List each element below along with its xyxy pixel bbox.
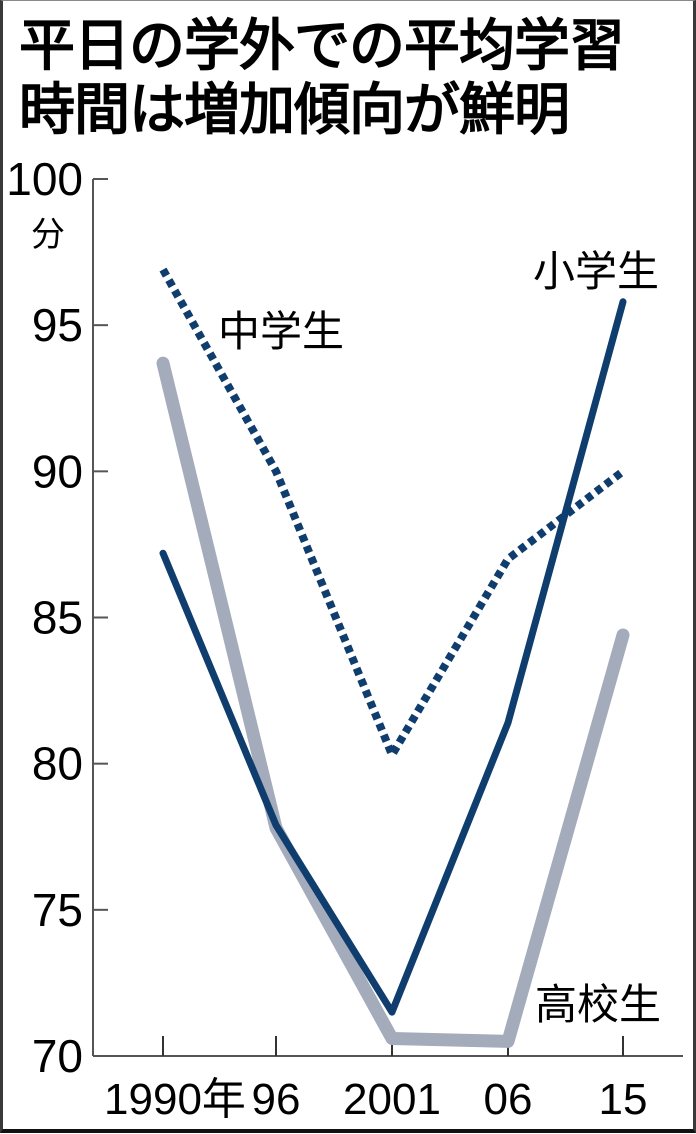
series-label-elementary: 小学生 [533,247,659,296]
y-tick-label: 95 [32,299,83,351]
y-tick-label: 80 [32,738,83,790]
chart-title: 平日の学外での平均学習 時間は増加傾向が鮮明 [19,14,625,143]
series-line-elementary [159,298,627,1016]
x-tick-label: 2001 [343,1075,441,1124]
x-tick-label: 1990年 [104,1075,246,1124]
title-line-2: 時間は増加傾向が鮮明 [19,78,570,143]
x-tick-label: 06 [484,1075,533,1124]
x-tick-label: 96 [252,1075,301,1124]
y-tick-label: 85 [32,592,83,644]
x-tick-label: 15 [599,1075,648,1124]
y-tick-label: 70 [32,1030,83,1082]
series-line-high-school [156,356,630,1048]
y-tick-label: 90 [32,445,83,497]
y-tick-label: 75 [32,884,83,936]
title-line-1: 平日の学外での平均学習 [19,14,625,79]
y-tick-label: 100 [6,153,83,205]
y-unit-label: 分 [31,215,65,255]
series-label-high-school: 高校生 [535,980,661,1029]
series-label-junior-high: 中学生 [218,307,344,356]
